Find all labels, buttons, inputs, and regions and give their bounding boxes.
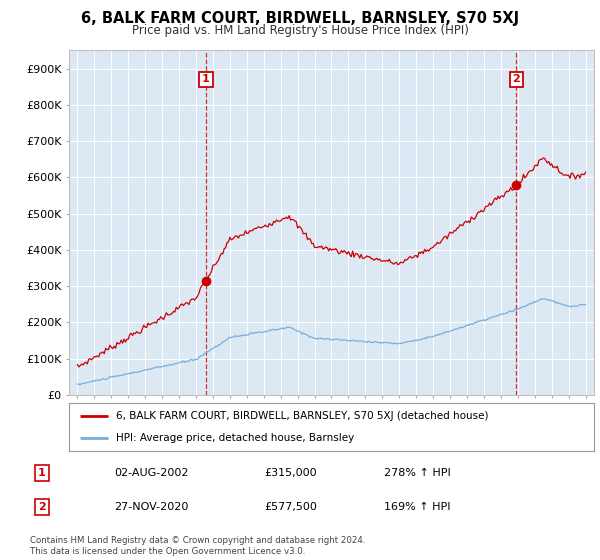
Text: 27-NOV-2020: 27-NOV-2020 (114, 502, 188, 512)
Text: 1: 1 (38, 468, 46, 478)
Text: 6, BALK FARM COURT, BIRDWELL, BARNSLEY, S70 5XJ (detached house): 6, BALK FARM COURT, BIRDWELL, BARNSLEY, … (116, 411, 489, 421)
Text: 169% ↑ HPI: 169% ↑ HPI (384, 502, 451, 512)
Text: 2: 2 (512, 74, 520, 85)
Text: £577,500: £577,500 (264, 502, 317, 512)
Text: 278% ↑ HPI: 278% ↑ HPI (384, 468, 451, 478)
Text: 6, BALK FARM COURT, BIRDWELL, BARNSLEY, S70 5XJ: 6, BALK FARM COURT, BIRDWELL, BARNSLEY, … (81, 11, 519, 26)
Text: 2: 2 (38, 502, 46, 512)
Text: Contains HM Land Registry data © Crown copyright and database right 2024.
This d: Contains HM Land Registry data © Crown c… (30, 536, 365, 556)
Text: HPI: Average price, detached house, Barnsley: HPI: Average price, detached house, Barn… (116, 433, 355, 443)
Text: 02-AUG-2002: 02-AUG-2002 (114, 468, 188, 478)
Text: Price paid vs. HM Land Registry's House Price Index (HPI): Price paid vs. HM Land Registry's House … (131, 24, 469, 36)
Text: 1: 1 (202, 74, 210, 85)
Text: £315,000: £315,000 (264, 468, 317, 478)
